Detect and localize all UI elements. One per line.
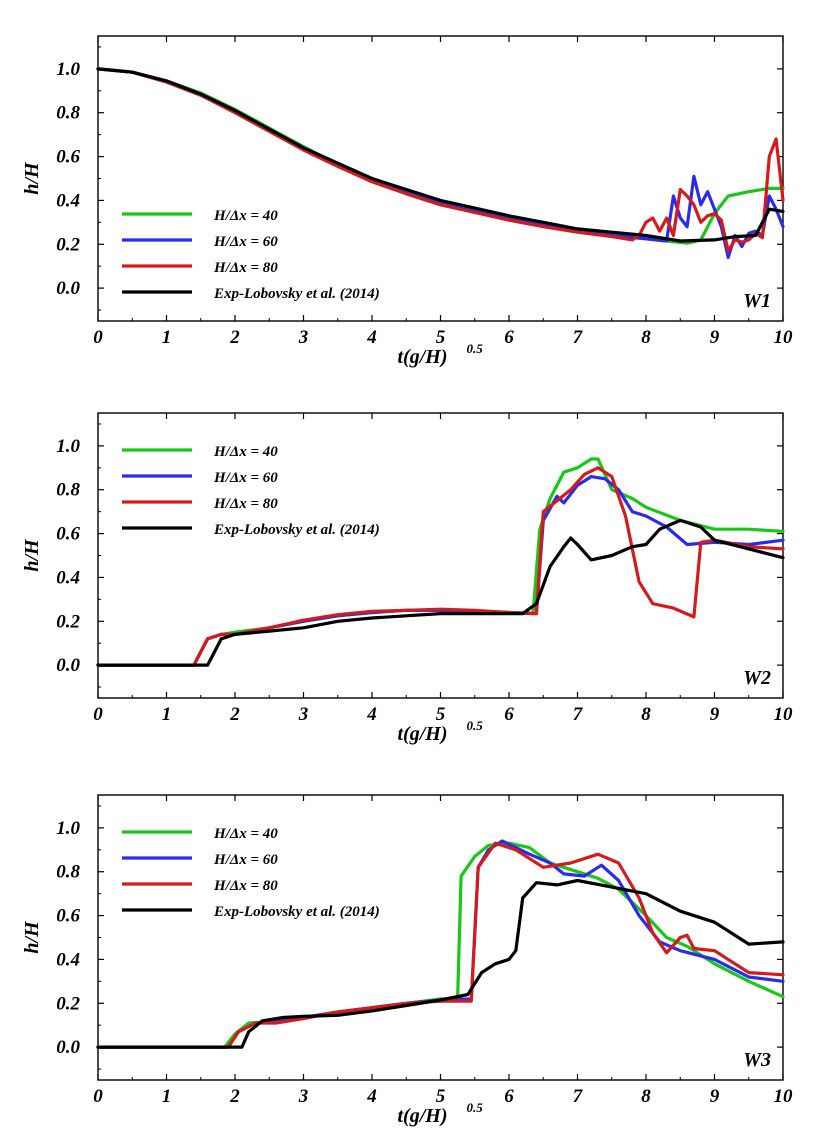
legend-label-0: H/Δx = 40 (213, 826, 278, 842)
y-tick-label: 0.0 (56, 1037, 80, 1058)
x-axis-label-exponent: 0.5 (467, 1100, 484, 1115)
x-tick-label: 8 (641, 1086, 651, 1107)
x-tick-label: 2 (229, 704, 240, 725)
x-tick-label: 5 (436, 1086, 446, 1107)
y-tick-label: 0.8 (56, 862, 80, 883)
y-tick-label: 0.2 (56, 234, 80, 255)
x-tick-label: 8 (641, 704, 651, 725)
series-line-1 (96, 475, 785, 667)
x-tick-label: 9 (710, 704, 720, 725)
y-tick-label: 1.0 (56, 59, 80, 80)
y-tick-label: 0.6 (56, 906, 80, 927)
series-line-3 (96, 518, 785, 667)
x-tick-label: 1 (162, 327, 172, 348)
y-tick-label: 0.4 (56, 949, 80, 970)
x-tick-label: 0 (93, 1086, 103, 1107)
x-tick-label: 7 (573, 327, 584, 348)
x-tick-label: 1 (162, 1086, 172, 1107)
chart-panel-w3: 0 1 2 3 4 5 6 7 8 9 10 0.0 0.2 0.4 0.6 0.8 1.0 h/H t(g/H) 0… (21, 794, 794, 1127)
legend-label-1: H/Δx = 60 (213, 470, 278, 486)
x-tick-label: 6 (504, 1086, 514, 1107)
series-line-3 (96, 878, 785, 1049)
y-tick-label: 0.2 (56, 611, 80, 632)
x-tick-label: 6 (504, 327, 514, 348)
series-line-2 (96, 841, 785, 1049)
series-line-1 (96, 67, 785, 259)
x-axis-label-exponent: 0.5 (467, 341, 484, 356)
legend-label-3: Exp-Lobovsky et al. (2014) (213, 904, 380, 920)
y-tick-label: 0.4 (56, 190, 80, 211)
y-tick-label: 0.0 (56, 655, 80, 676)
x-axis-label-exponent: 0.5 (467, 718, 484, 733)
legend-label-0: H/Δx = 40 (213, 444, 278, 460)
panel-label: W2 (743, 667, 771, 689)
y-tick-label: 0.4 (56, 567, 80, 588)
legend-label-0: H/Δx = 40 (213, 208, 278, 224)
x-tick-label: 10 (774, 327, 794, 348)
x-tick-label: 9 (710, 1086, 720, 1107)
chart-panel-w1: 0 1 2 3 4 5 6 7 8 9 10 0.0 0.2 0.4 0.6 0.8 1.0 h/H t(g/H) 0… (21, 35, 794, 368)
x-tick-label: 2 (229, 327, 240, 348)
x-tick-label: 6 (504, 704, 514, 725)
x-tick-label: 1 (162, 704, 172, 725)
x-axis-label: t(g/H) (398, 723, 448, 745)
series-line-0 (96, 457, 785, 667)
legend-label-2: H/Δx = 80 (213, 878, 278, 894)
x-tick-label: 3 (298, 704, 309, 725)
series-line-3 (96, 67, 785, 243)
legend-label-1: H/Δx = 60 (213, 234, 278, 250)
x-tick-label: 0 (93, 327, 103, 348)
panel-label: W3 (743, 1049, 771, 1071)
legend-label-1: H/Δx = 60 (213, 852, 278, 868)
x-tick-label: 3 (298, 1086, 309, 1107)
x-tick-label: 3 (298, 327, 309, 348)
x-tick-label: 5 (436, 327, 446, 348)
y-axis-label: h/H (21, 920, 43, 954)
y-tick-label: 0.6 (56, 147, 80, 168)
x-tick-label: 7 (573, 1086, 584, 1107)
panel-label: W1 (743, 290, 771, 312)
series-line-2 (96, 67, 785, 253)
y-tick-label: 1.0 (56, 818, 80, 839)
x-tick-label: 4 (366, 327, 377, 348)
y-tick-label: 0.2 (56, 993, 80, 1014)
y-tick-label: 0.0 (56, 278, 80, 299)
x-axis-label: t(g/H) (398, 1105, 448, 1127)
legend-label-3: Exp-Lobovsky et al. (2014) (213, 286, 380, 302)
series-line-0 (96, 841, 785, 1049)
y-tick-label: 0.8 (56, 480, 80, 501)
y-tick-label: 1.0 (56, 436, 80, 457)
series-line-2 (96, 466, 785, 667)
y-tick-label: 0.8 (56, 103, 80, 124)
x-tick-label: 9 (710, 327, 720, 348)
y-axis-label: h/H (21, 538, 43, 572)
x-tick-label: 4 (366, 1086, 377, 1107)
x-tick-label: 2 (229, 1086, 240, 1107)
x-tick-label: 10 (774, 1086, 794, 1107)
x-tick-label: 8 (641, 327, 651, 348)
x-tick-label: 7 (573, 704, 584, 725)
x-axis-label: t(g/H) (398, 346, 448, 368)
legend-label-2: H/Δx = 80 (213, 260, 278, 276)
legend-label-3: Exp-Lobovsky et al. (2014) (213, 522, 380, 538)
y-tick-label: 0.6 (56, 524, 80, 545)
x-tick-label: 10 (774, 704, 794, 725)
chart-panel-w2: 0 1 2 3 4 5 6 7 8 9 10 0.0 0.2 0.4 0.6 0.8 1.0 h/H t(g/H) 0… (21, 412, 794, 745)
x-tick-label: 0 (93, 704, 103, 725)
y-axis-label: h/H (21, 161, 43, 195)
x-tick-label: 5 (436, 704, 446, 725)
legend-label-2: H/Δx = 80 (213, 496, 278, 512)
x-tick-label: 4 (366, 704, 377, 725)
plot-frame (97, 35, 784, 322)
